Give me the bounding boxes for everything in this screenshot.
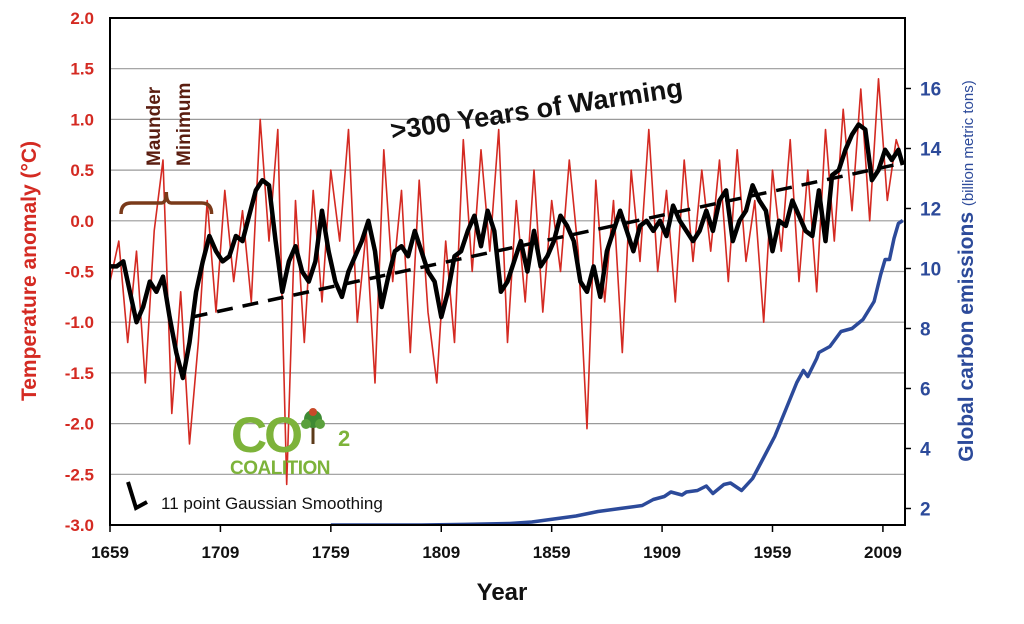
co2-coalition-logo: CO 2 COALITION [230,407,350,479]
right-tick-label: 14 [920,140,942,161]
maunder-bracket [119,191,214,215]
logo-word: COALITION [230,458,330,479]
left-tick-label: 0.0 [70,212,94,231]
x-tick-label: 1859 [533,543,571,562]
x-tick-label: 1659 [91,543,129,562]
x-tick-label: 1909 [643,543,681,562]
axis-layer: 2.0 1.5 1.0 0.5 0.0 -0.5 -1.0 -1.5 -2.0 -2.5 -3.0 2… [65,9,942,562]
plot-frame [109,17,906,526]
left-tick-label: -3.0 [65,516,94,535]
legend-swatch [126,481,148,511]
left-axis-title: Temperature anomaly (°C) [18,141,41,401]
trend-line [191,163,895,319]
right-tick-label: 10 [920,260,941,281]
right-axis-title-main: Global carbon emissions [955,206,978,462]
logo-subscript: 2 [338,426,350,451]
right-tick-label: 8 [920,320,931,341]
x-tick-label: 1709 [202,543,240,562]
left-tick-label: -2.0 [65,415,94,434]
left-tick-label: 2.0 [70,9,94,28]
left-tick-label: -0.5 [65,263,94,282]
right-tick-label: 12 [920,200,941,221]
carbon-emissions-line [330,219,904,525]
right-tick-label: 16 [920,80,941,101]
x-tick-label: 1809 [422,543,460,562]
maunder-label-line2: Minimum [174,83,195,166]
left-tick-label: 1.5 [70,60,94,79]
right-tick-label: 4 [920,440,931,461]
left-tick-label: 0.5 [70,161,94,180]
logo-co: CO [231,407,301,463]
tree-icon [301,408,325,444]
left-tick-label: -1.0 [65,313,94,332]
maunder-label-line1: Maunder [144,86,165,166]
left-tick-label: -2.5 [65,465,94,484]
right-axis-title: Global carbon emissions (billion metric … [955,80,978,461]
x-tick-label: 1959 [754,543,792,562]
right-tick-label: 2 [920,500,931,521]
left-tick-label: 1.0 [70,110,94,129]
x-axis-title: Year [477,579,528,606]
left-tick-label: -1.5 [65,364,94,383]
temperature-anomaly-line [110,78,904,486]
x-tick-label: 2009 [864,543,902,562]
grid-layer [110,17,905,526]
smoothed-temperature-line [110,122,905,381]
x-tick-label: 1759 [312,543,350,562]
right-axis-title-unit: (billion metric tons) [960,80,977,206]
trend-annotation: >300 Years of Warming [388,73,684,146]
legend-text: 11 point Gaussian Smoothing [161,494,383,513]
data-layer [110,78,905,525]
right-tick-label: 6 [920,380,931,401]
maunder-bracket-shape [119,191,214,215]
